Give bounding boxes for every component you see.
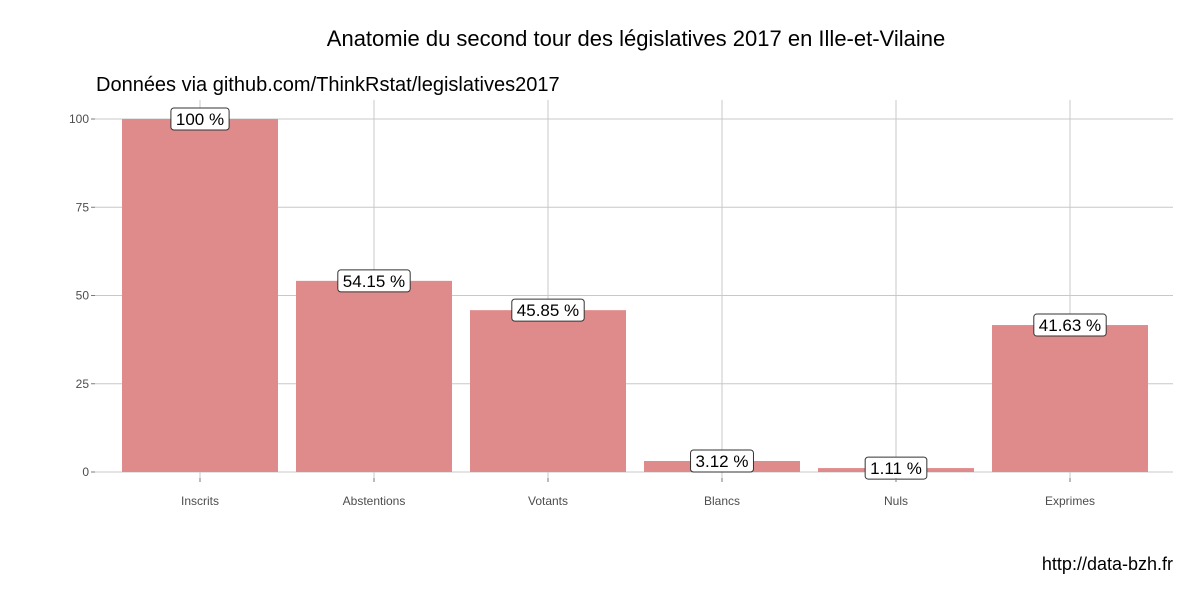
x-tick-label: Exprimes <box>1045 494 1095 508</box>
data-label-box <box>170 107 230 131</box>
data-label-text: 54.15 % <box>343 272 405 291</box>
data-label-text: 45.85 % <box>517 301 579 320</box>
chart-caption: http://data-bzh.fr <box>1042 554 1173 574</box>
data-labels: 100 % 54.15 % 45.85 % 3.12 % 1.11 % 41.63 % <box>170 107 1107 480</box>
x-tick-label: Abstentions <box>343 494 406 508</box>
axis-ticks: 0 25 50 75 100 Inscrits Abstentions Votants Blan… <box>69 112 1095 508</box>
x-tick-label: Nuls <box>884 494 908 508</box>
bar-abstentions <box>296 280 452 472</box>
bars <box>122 119 1148 472</box>
data-label: 1.11 % <box>864 456 928 480</box>
data-label: 45.85 % <box>511 298 585 322</box>
bar-votants <box>470 310 626 472</box>
data-label: 3.12 % <box>690 449 754 473</box>
chart-subtitle: Données via github.com/ThinkRstat/legisl… <box>96 74 560 96</box>
data-label-text: 41.63 % <box>1039 316 1101 335</box>
x-tick-label: Votants <box>528 494 568 508</box>
data-label-box <box>1033 313 1107 337</box>
y-tick-label: 100 <box>69 112 89 126</box>
y-tick-label: 50 <box>76 289 90 303</box>
data-label-box <box>690 449 754 473</box>
y-tick-label: 0 <box>82 465 89 479</box>
data-label-text: 1.11 % <box>870 459 922 478</box>
bar-exprimes <box>992 325 1148 472</box>
data-label: 54.15 % <box>337 269 411 293</box>
chart-title: Anatomie du second tour des législatives… <box>327 26 945 51</box>
data-label-text: 100 % <box>176 110 224 129</box>
data-label: 41.63 % <box>1033 313 1107 337</box>
data-label-box <box>337 269 411 293</box>
data-label: 100 % <box>170 107 230 131</box>
data-label-text: 3.12 % <box>696 452 749 471</box>
y-tick-label: 25 <box>76 377 90 391</box>
data-label-box <box>511 298 585 322</box>
x-tick-label: Blancs <box>704 494 740 508</box>
bar-inscrits <box>122 119 278 472</box>
y-tick-label: 75 <box>76 200 90 214</box>
x-tick-label: Inscrits <box>181 494 219 508</box>
